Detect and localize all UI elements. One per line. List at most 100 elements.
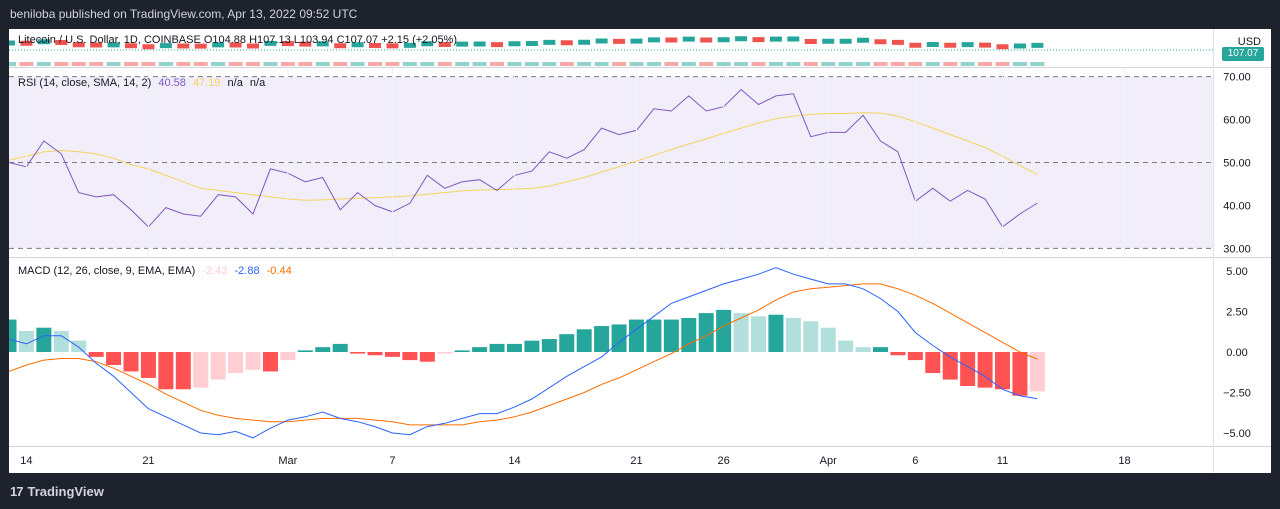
price-candle [264,40,277,46]
macd-histogram-bar [262,352,278,372]
price-candle [403,42,416,48]
rsi-tick-label: 40.00 [1223,200,1251,212]
macd-histogram-bar [820,327,836,352]
price-candle [525,41,538,46]
rsi-na-2: n/a [249,77,266,89]
price-candle [839,38,852,44]
volume-bar [455,62,470,66]
volume-bar [333,62,348,66]
rsi-sma-line [9,112,1038,201]
price-candle [229,42,242,48]
volume-bar [646,62,661,66]
macd-histogram-bar [297,350,313,352]
price-pane[interactable] [9,29,1271,67]
macd-tick-label: −2.50 [1223,388,1251,400]
time-axis[interactable]: 14 21 Mar 7 14 21 26 Apr 6 11 18 [9,447,1271,473]
macd-histogram-bar [506,343,522,352]
volume-bar [542,62,557,66]
price-candle [822,38,835,44]
volume-bar [838,62,853,66]
price-candle [682,36,695,42]
rsi-value: 40.58 [158,77,186,89]
macd-value: -2.88 [234,265,260,277]
macd-histogram-bar [175,352,191,390]
volume-bar [89,62,104,66]
volume-bar [960,62,975,66]
macd-histogram-bar [716,309,732,352]
macd-histogram-bar [646,319,662,352]
price-candle [700,37,713,43]
price-candle [37,39,50,45]
time-tick-label: 6 [912,455,918,467]
macd-tick-label: 5.00 [1226,266,1247,278]
volume-bar [524,62,539,66]
volume-bar [681,62,696,66]
price-candle [55,40,68,45]
volume-bar [629,62,644,66]
macd-tick-label: −5.00 [1223,428,1251,440]
price-candle [142,44,155,50]
price-candle [316,41,329,47]
price-candle [560,40,573,46]
macd-histogram-bar [315,347,331,352]
hist-value: -2.43 [202,265,228,277]
price-candle [1013,43,1026,49]
volume-bar [106,62,121,66]
volume-bar [71,62,86,66]
volume-bar [594,62,609,66]
volume-bar [908,62,923,66]
macd-histogram-bar [384,352,400,357]
macd-histogram-bar [454,350,470,352]
time-tick-label: 11 [997,455,1008,467]
price-candle [996,44,1009,50]
pane-separator[interactable] [9,257,1271,258]
rsi-pane[interactable]: 70.00 60.00 50.00 40.00 30.00 [9,68,1271,257]
volume-bar [315,62,330,66]
macd-histogram-bar [960,352,976,387]
macd-histogram-bar [9,319,17,352]
macd-histogram-bar [88,352,104,357]
price-candle [804,39,817,44]
price-candle [1031,42,1044,48]
rsi-legend: RSI (14, close, SMA, 14, 2) 40.58 47.19 … [18,77,269,89]
macd-histogram-bar [106,352,122,365]
price-candle [613,38,626,44]
price-candle [334,43,347,49]
price-candle [281,41,294,47]
price-candle [421,41,434,47]
price-candle [386,43,399,49]
volume-bar [36,62,51,66]
time-tick-label: 18 [1118,455,1130,467]
macd-histogram-bar [472,347,488,352]
price-candle [438,42,451,47]
macd-histogram-bar [419,352,435,362]
macd-histogram-bar [158,352,174,390]
tradingview-logo[interactable]: 17 TradingView [10,484,104,499]
price-candle [72,42,85,48]
macd-histogram-bar [768,314,784,352]
brand-name: TradingView [27,484,104,499]
macd-histogram-bar [228,352,244,374]
pane-separator[interactable] [9,67,1271,68]
price-candle [9,40,15,46]
price-candle [769,36,782,42]
price-candle [578,39,591,45]
price-candle [247,43,260,49]
time-tick-label: 26 [718,455,730,467]
volume-bar [402,62,417,66]
macd-pane[interactable]: 5.00 2.50 0.00 −2.50 −5.00 [9,258,1271,446]
price-legend: Litecoin / U.S. Dollar, 1D, COINBASE O10… [18,34,458,46]
price-candle [909,42,922,48]
volume-bar [19,62,34,66]
time-tick-label: 21 [142,455,154,467]
time-tick-label: Mar [278,455,297,467]
volume-bar [943,62,958,66]
price-candle [735,36,748,42]
volume-bar [821,62,836,66]
volume-bar [890,62,905,66]
chart-frame[interactable]: Litecoin / U.S. Dollar, 1D, COINBASE O10… [9,29,1271,473]
volume-bar [786,62,801,66]
macd-histogram-bar [576,329,592,352]
price-candle [456,41,469,47]
volume-bar [54,62,69,66]
